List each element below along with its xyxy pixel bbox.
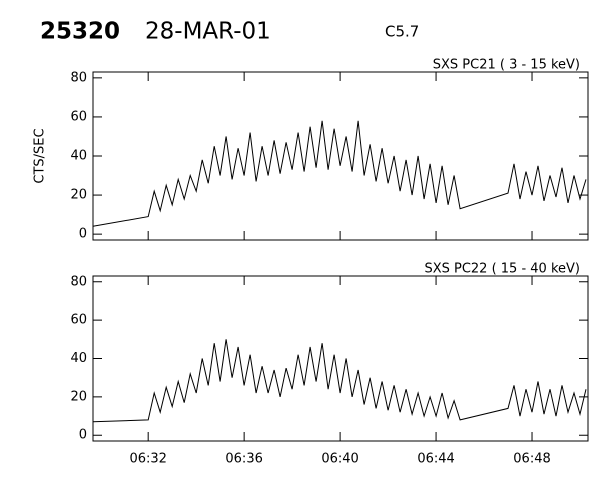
event-id: 25320 bbox=[40, 19, 120, 45]
x-tick-label: 06:48 bbox=[513, 452, 550, 467]
y-tick-label: 60 bbox=[70, 313, 87, 328]
flare-class: C5.7 bbox=[385, 23, 419, 41]
y-tick-label: 80 bbox=[70, 70, 87, 85]
date: 28-MAR-01 bbox=[145, 19, 271, 45]
panel-label: SXS PC21 ( 3 - 15 keV) bbox=[433, 58, 580, 73]
x-tick-label: 06:44 bbox=[417, 452, 454, 467]
y-axis-label: CTS/SEC bbox=[33, 128, 48, 183]
y-tick-label: 20 bbox=[70, 188, 87, 203]
data-line bbox=[92, 120, 587, 227]
x-tick-label: 06:36 bbox=[225, 452, 262, 467]
plot-frame bbox=[92, 71, 589, 241]
y-tick-label: 0 bbox=[79, 227, 87, 242]
x-tick-label: 06:40 bbox=[321, 452, 358, 467]
data-line bbox=[92, 339, 587, 423]
plot-frame bbox=[92, 275, 589, 442]
panel-label: SXS PC22 ( 15 - 40 keV) bbox=[424, 262, 580, 277]
y-tick-label: 40 bbox=[70, 351, 87, 366]
y-tick-label: 40 bbox=[70, 149, 87, 164]
x-tick-label: 06:32 bbox=[129, 452, 166, 467]
y-tick-label: 60 bbox=[70, 109, 87, 124]
y-tick-label: 20 bbox=[70, 389, 87, 404]
y-tick-label: 80 bbox=[70, 274, 87, 289]
y-tick-label: 0 bbox=[79, 428, 87, 443]
